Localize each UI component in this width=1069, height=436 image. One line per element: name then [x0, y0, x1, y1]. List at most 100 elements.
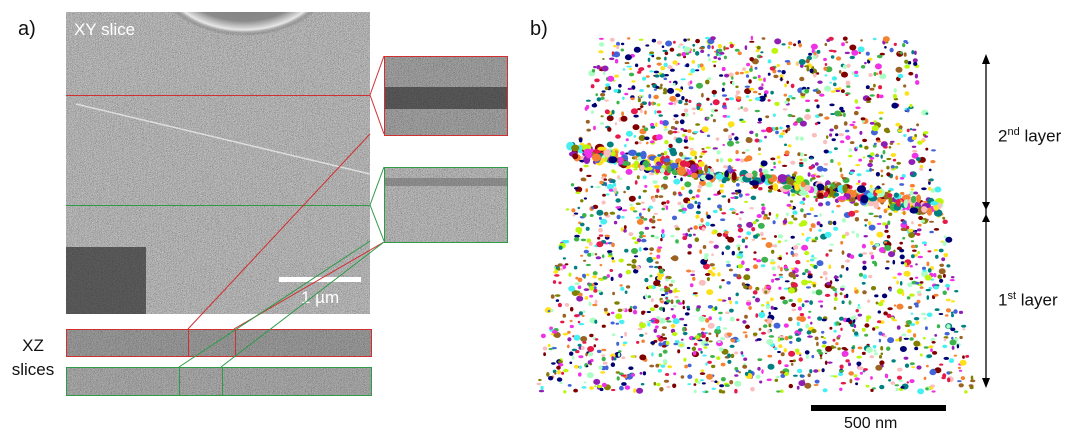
particle: [692, 131, 698, 135]
particle: [612, 333, 616, 337]
particle: [946, 264, 951, 268]
particle: [682, 160, 688, 163]
interface-particle: [707, 173, 717, 182]
particle: [699, 129, 706, 134]
particle: [817, 316, 823, 321]
interface-particle: [785, 177, 794, 185]
particle: [644, 277, 649, 283]
particle: [799, 353, 802, 357]
particle: [828, 264, 832, 270]
particle: [607, 178, 614, 182]
particle: [653, 339, 658, 343]
particle: [880, 346, 884, 351]
particle: [942, 344, 948, 349]
particle: [611, 53, 617, 57]
particle: [933, 293, 939, 297]
particle: [913, 302, 919, 306]
particle: [557, 263, 563, 267]
particle: [746, 62, 751, 67]
particle: [679, 88, 682, 93]
particle: [906, 381, 909, 384]
particle: [783, 265, 788, 270]
particle: [835, 89, 841, 93]
particle: [725, 47, 730, 50]
particle: [738, 371, 741, 374]
particle: [790, 83, 795, 89]
particle: [789, 340, 793, 344]
particle: [895, 122, 901, 127]
particle: [628, 308, 633, 313]
particle: [800, 93, 806, 99]
particle: [607, 250, 613, 254]
particle: [908, 105, 914, 110]
particle: [887, 220, 891, 226]
particle: [927, 268, 932, 273]
particle: [805, 108, 811, 113]
particle: [813, 173, 817, 176]
particle: [861, 182, 867, 187]
particle: [840, 190, 844, 194]
particle: [661, 201, 666, 206]
xy-slice-texture: [66, 12, 370, 314]
particle: [571, 348, 578, 352]
particle: [739, 173, 745, 177]
particle: [559, 381, 563, 385]
particle: [740, 106, 743, 109]
particle: [804, 114, 812, 120]
particle: [649, 168, 653, 173]
particle: [888, 286, 892, 291]
particle: [807, 273, 813, 277]
particle: [597, 289, 602, 293]
particle: [811, 238, 816, 241]
particle: [665, 297, 668, 300]
interface-particle: [654, 166, 663, 172]
particle: [805, 212, 812, 216]
interface-particle: [921, 200, 931, 207]
particle: [899, 248, 905, 253]
particle: [724, 384, 730, 387]
particle: [882, 36, 890, 43]
interface-particle: [628, 149, 637, 156]
particle: [698, 316, 706, 322]
particle: [917, 140, 923, 145]
particle: [688, 335, 695, 341]
particle: [801, 279, 809, 286]
particle: [841, 177, 847, 180]
particle: [841, 250, 845, 255]
interface-particle: [584, 145, 593, 151]
particle: [595, 93, 598, 97]
particle: [878, 111, 884, 115]
particle: [630, 355, 636, 358]
particle: [775, 126, 779, 131]
particle: [665, 278, 669, 282]
particle: [654, 319, 660, 324]
xz-slices-label: XZ slices: [10, 334, 56, 382]
interface-particle: [653, 156, 663, 166]
interface-particle: [593, 155, 601, 164]
particle: [878, 215, 882, 219]
particle: [590, 110, 594, 114]
particle: [720, 337, 726, 341]
particle: [680, 154, 687, 160]
particle: [663, 175, 669, 180]
particle: [661, 45, 665, 48]
interface-particle: [891, 196, 899, 205]
particle: [871, 125, 879, 132]
particle: [721, 66, 726, 72]
particle: [639, 321, 644, 327]
particle: [748, 285, 753, 290]
particle: [681, 210, 686, 214]
particle: [791, 302, 797, 308]
particle: [839, 106, 844, 111]
particle: [809, 65, 813, 68]
particle: [614, 190, 619, 194]
particle: [731, 76, 734, 80]
particle: [819, 93, 825, 97]
particle: [766, 301, 770, 305]
particle: [649, 274, 653, 278]
particle: [656, 218, 662, 222]
particle: [716, 232, 723, 237]
interface-particle: [618, 156, 624, 165]
particle: [853, 324, 857, 328]
particle: [620, 48, 625, 52]
